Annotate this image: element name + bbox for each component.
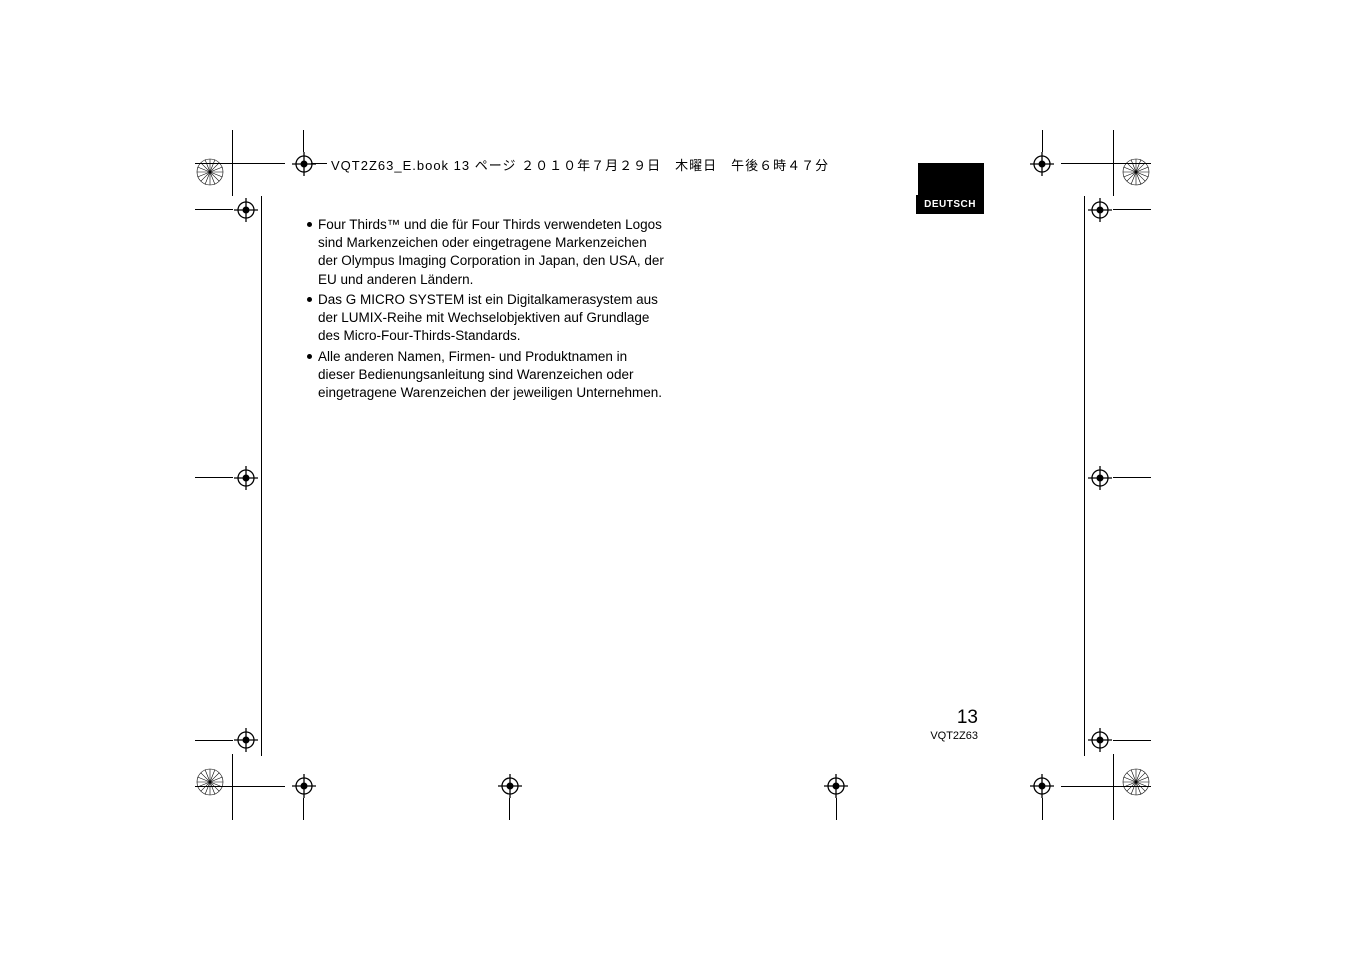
page-number: 13	[957, 707, 978, 729]
crop-line	[836, 798, 837, 820]
crop-line	[1042, 798, 1043, 820]
crop-line	[195, 477, 233, 478]
reg-crosshair-icon	[824, 774, 848, 798]
crop-line	[1113, 130, 1114, 196]
language-tab-bg	[918, 163, 984, 195]
reg-crosshair-icon	[498, 774, 522, 798]
crop-line	[303, 798, 304, 820]
crop-line	[303, 130, 304, 152]
reg-spiral-icon	[196, 768, 224, 796]
document-code: VQT2Z63	[930, 730, 978, 742]
crop-line	[1113, 754, 1114, 820]
crop-line	[509, 798, 510, 820]
reg-crosshair-icon	[292, 152, 316, 176]
reg-crosshair-icon	[1088, 198, 1112, 222]
reg-crosshair-icon	[1088, 728, 1112, 752]
body-content: Four Thirds™ und die für Four Thirds ver…	[307, 216, 665, 404]
bullet-item: Das G MICRO SYSTEM ist ein Digitalkamera…	[307, 291, 665, 346]
crop-line	[261, 196, 262, 756]
crop-line	[195, 740, 233, 741]
bullet-item: Alle anderen Namen, Firmen- und Produktn…	[307, 348, 665, 403]
crop-line	[1113, 740, 1151, 741]
crop-line	[232, 754, 233, 820]
reg-crosshair-icon	[1088, 466, 1112, 490]
header-text: VQT2Z63_E.book 13 ページ ２０１０年７月２９日 木曜日 午後６…	[327, 155, 833, 174]
crop-line	[1042, 130, 1043, 152]
reg-spiral-icon	[196, 158, 224, 186]
reg-crosshair-icon	[1030, 774, 1054, 798]
reg-crosshair-icon	[234, 728, 258, 752]
reg-crosshair-icon	[292, 774, 316, 798]
reg-spiral-icon	[1122, 158, 1150, 186]
reg-crosshair-icon	[234, 198, 258, 222]
crop-line	[195, 209, 233, 210]
crop-line	[1113, 477, 1151, 478]
crop-line	[1113, 209, 1151, 210]
reg-crosshair-icon	[234, 466, 258, 490]
language-tab: DEUTSCH	[916, 195, 984, 214]
reg-spiral-icon	[1122, 768, 1150, 796]
bullet-item: Four Thirds™ und die für Four Thirds ver…	[307, 216, 665, 289]
crop-line	[232, 130, 233, 196]
crop-line	[1084, 196, 1085, 756]
reg-crosshair-icon	[1030, 152, 1054, 176]
